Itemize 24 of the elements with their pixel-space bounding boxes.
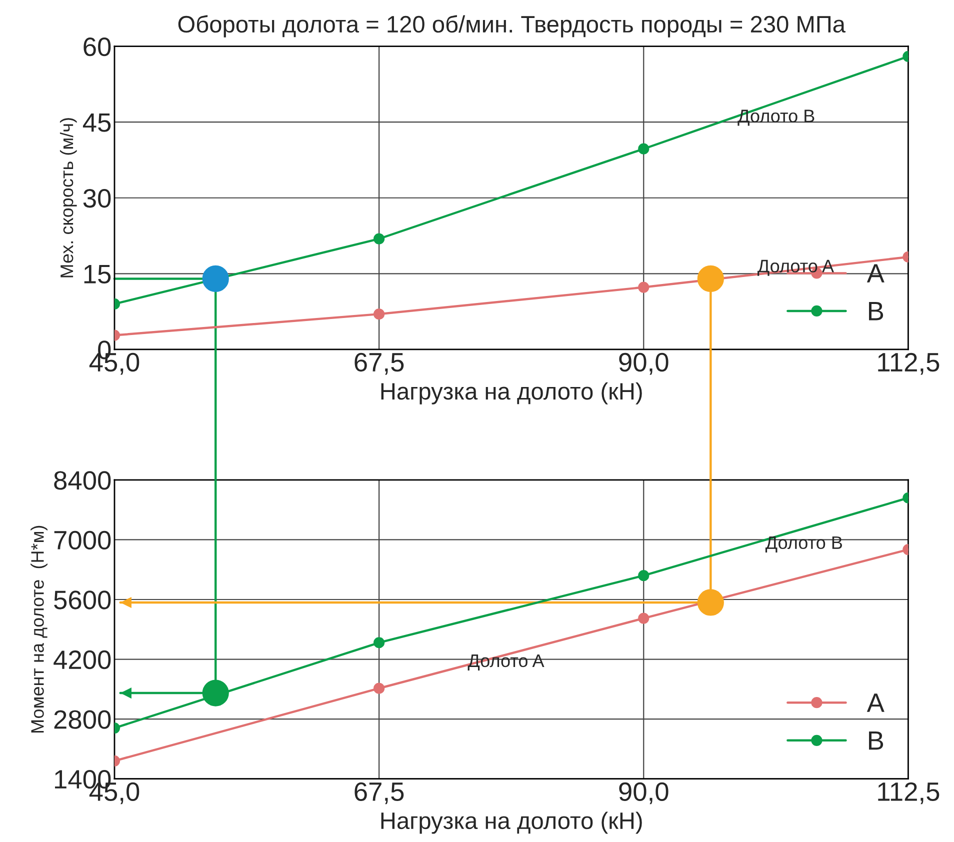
x-tick-label: 90,0 (619, 782, 668, 804)
y-tick-label: 4200 (54, 650, 111, 670)
chart-title: Обороты долота = 120 об/мин. Твердость породы = 230 МПа (178, 15, 846, 38)
legend-label: B (869, 302, 884, 320)
x-tick-label: 112,5 (878, 782, 940, 804)
x-tick-label: 90,0 (619, 352, 668, 375)
x-tick-label: 112,5 (878, 352, 940, 375)
legend-label: B (869, 731, 884, 750)
y-axis-title: Мех. скорость (м/ч) (60, 118, 77, 278)
annotation: Долото B (765, 536, 842, 552)
x-axis-title: Нагрузка на долото (кН) (381, 382, 642, 404)
y-axis-title: Момент на долоте (Н*м) (30, 526, 48, 733)
y-tick-label: 2800 (54, 710, 111, 729)
y-tick-label: 60 (84, 37, 111, 56)
x-tick-label: 67,5 (354, 782, 404, 804)
y-tick-label: 15 (84, 265, 111, 284)
y-tick-label: 45 (82, 113, 111, 132)
x-axis-title: Нагрузка на долото (кН) (381, 812, 642, 834)
y-tick-label: 5600 (54, 590, 111, 610)
y-tick-label: 30 (83, 189, 111, 208)
y-tick-label: 8400 (54, 471, 111, 490)
y-tick-label: 7000 (54, 530, 111, 550)
x-tick-label: 67,5 (354, 352, 404, 375)
legend-label: A (866, 694, 884, 712)
